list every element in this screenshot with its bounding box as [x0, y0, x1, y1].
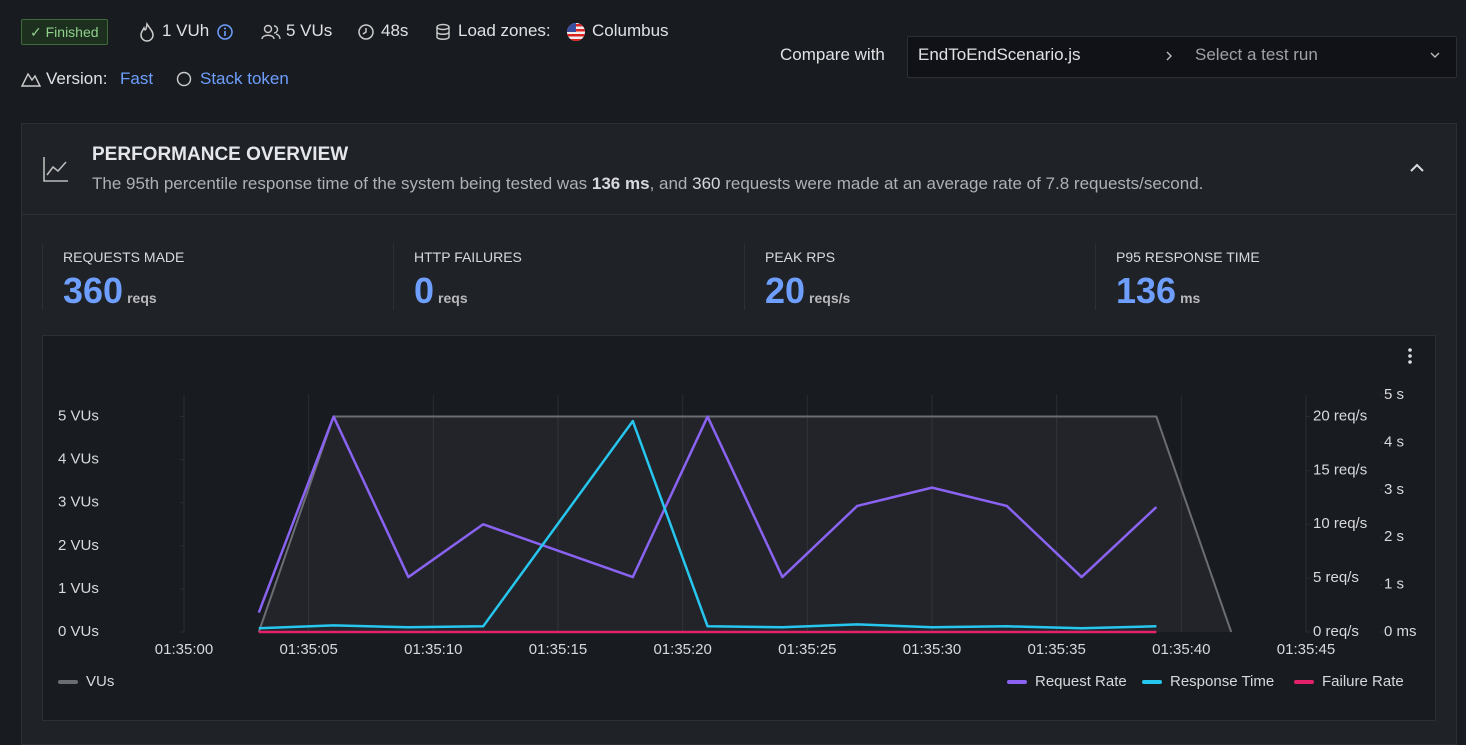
stat-unit: reqs/s — [809, 290, 851, 306]
duration: 48s — [381, 21, 409, 40]
page: ✓ Finished 1 VUh 5 VUs 48s Load zones: C… — [21, 19, 1457, 745]
vus: 5 VUs — [286, 21, 333, 40]
stat-separator — [744, 244, 745, 310]
y3-tick-label: 2 s — [1384, 528, 1404, 545]
y2-tick-label: 15 req/s — [1313, 461, 1367, 478]
menu-button[interactable] — [1403, 346, 1417, 366]
series-line — [258, 419, 1157, 630]
status: Finished — [45, 24, 99, 40]
y-tick-label: 5 VUs — [58, 408, 99, 425]
chevron-down — [1430, 52, 1440, 58]
version-label: Version: — [46, 69, 108, 88]
chart-icon — [43, 157, 68, 182]
y-tick-label: 0 VUs — [58, 623, 99, 640]
y-tick-label: 2 VUs — [58, 537, 99, 554]
stat-separator — [393, 244, 394, 310]
y3-tick-label: 3 s — [1384, 481, 1404, 498]
stack-token-link[interactable]: Stack token — [200, 69, 289, 88]
fire-icon — [140, 22, 154, 42]
stat-label: P95 RESPONSE TIME — [1116, 249, 1260, 265]
clock-icon — [358, 24, 374, 40]
vuh: 1 VUh — [162, 21, 210, 40]
load-zones-label: Load zones: — [458, 21, 551, 40]
stat-value: 136 — [1116, 270, 1177, 311]
y-tick-label: 1 VUs — [58, 580, 99, 597]
summary-text: , and — [649, 174, 693, 193]
x-tick-label: 01:35:00 — [155, 641, 213, 658]
legend-label: Failure Rate — [1322, 673, 1404, 690]
y3-tick-label: 1 s — [1384, 576, 1404, 593]
status-badge: ✓ Finished — [21, 19, 108, 45]
y2-tick-label: 20 req/s — [1313, 408, 1367, 425]
overview-title: PERFORMANCE OVERVIEW — [92, 144, 349, 165]
stat-label: HTTP FAILURES — [414, 249, 522, 265]
divider — [22, 214, 1456, 215]
stat-value: 0 — [414, 270, 435, 311]
x-tick-label: 01:35:25 — [778, 641, 836, 658]
db-icon — [436, 23, 450, 40]
series-line — [257, 415, 1158, 614]
summary-emph: 136 ms — [591, 174, 650, 193]
series-area — [258, 416, 1232, 632]
overview-summary: The 95th percentile response time of the… — [92, 174, 1203, 194]
stat-unit: reqs — [127, 290, 157, 306]
x-tick-label: 01:35:45 — [1277, 641, 1335, 658]
y3-tick-label: 4 s — [1384, 433, 1404, 450]
legend-label: Response Time — [1170, 673, 1274, 690]
stat-value-row: 0 reqs — [414, 270, 468, 312]
y2-tick-label: 0 req/s — [1313, 623, 1359, 640]
stat-separator — [1095, 244, 1096, 310]
compare-select[interactable] — [907, 36, 1457, 78]
compare-script[interactable]: EndToEndScenario.js — [918, 45, 1081, 64]
chart: 01:35:00 01:35:05 01:35:10 01:35:15 01:35:20… — [58, 386, 1417, 690]
flag-icon — [567, 23, 585, 41]
load-zone: Columbus — [592, 21, 669, 40]
summary-text: The 95th percentile response time of the… — [92, 174, 592, 193]
stat-value: 20 — [765, 270, 806, 311]
x-tick-label: 01:35:20 — [653, 641, 711, 658]
stat-unit: reqs — [438, 290, 468, 306]
info-icon[interactable] — [216, 23, 234, 41]
legend-label: VUs — [86, 673, 114, 690]
stat-separator — [42, 244, 43, 310]
x-tick-label: 01:35:10 — [404, 641, 462, 658]
stat-label: PEAK RPS — [765, 249, 836, 265]
x-tick-label: 01:35:30 — [903, 641, 961, 658]
collapse-button[interactable] — [1408, 161, 1426, 175]
summary-emph: 360 — [692, 174, 721, 193]
stat-value: 360 — [63, 270, 124, 311]
users-icon — [261, 24, 281, 40]
stat-value-row: 20 reqs/s — [765, 270, 850, 312]
stat-value-row: 360 reqs — [63, 270, 157, 312]
stat-unit: ms — [1180, 290, 1201, 306]
stat-value-row: 136 ms — [1116, 270, 1200, 312]
summary-text: requests were made at an average rate of… — [720, 174, 1204, 193]
y-tick-label: 3 VUs — [58, 494, 99, 511]
compare-label: Compare with — [780, 45, 885, 64]
y3-tick-label: 5 s — [1384, 386, 1404, 403]
x-tick-label: 01:35:40 — [1152, 641, 1210, 658]
series-line — [257, 415, 1233, 633]
version-link[interactable]: Fast — [120, 69, 154, 88]
y3-tick-label: 0 ms — [1384, 623, 1417, 640]
version-icon — [21, 72, 41, 87]
compare-placeholder[interactable]: Select a test run — [1195, 45, 1318, 64]
y-tick-label: 4 VUs — [58, 451, 99, 468]
x-tick-label: 01:35:05 — [279, 641, 337, 658]
stat-label: REQUESTS MADE — [63, 249, 185, 265]
y2-tick-label: 5 req/s — [1313, 569, 1359, 586]
chevron-right — [1166, 51, 1172, 61]
x-tick-label: 01:35:35 — [1027, 641, 1085, 658]
y2-tick-label: 10 req/s — [1313, 515, 1367, 532]
chart-panel — [42, 335, 1436, 721]
legend-label: Request Rate — [1035, 673, 1127, 690]
token-icon — [176, 71, 192, 87]
x-tick-label: 01:35:15 — [529, 641, 587, 658]
